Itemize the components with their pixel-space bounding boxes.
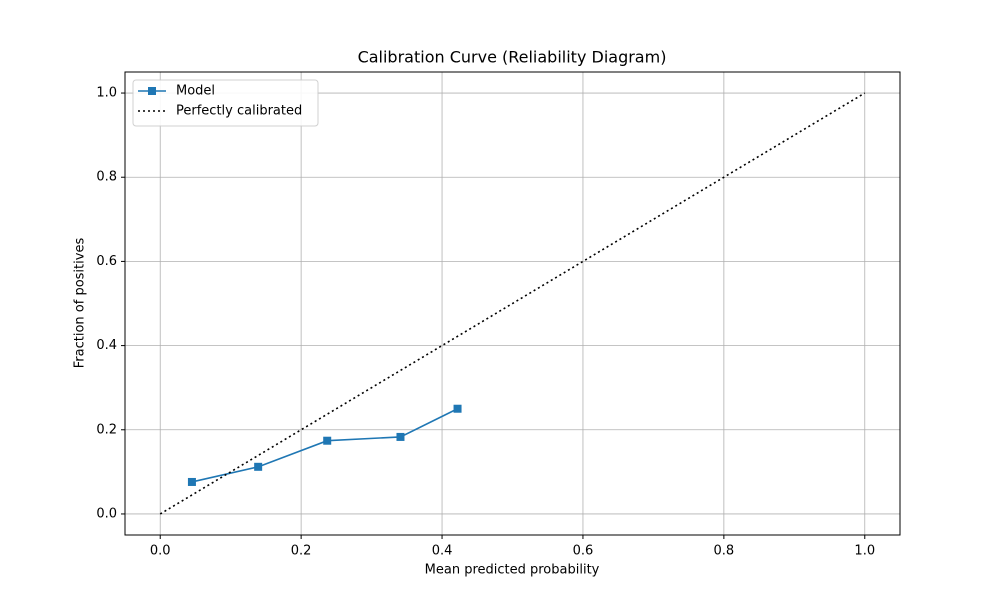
x-tick-label: 1.0 bbox=[854, 544, 875, 559]
x-tick-label: 0.2 bbox=[291, 544, 312, 559]
legend-box bbox=[132, 79, 319, 127]
y-tick-label: 0.2 bbox=[96, 422, 117, 437]
y-axis-label: Fraction of positives bbox=[73, 238, 88, 369]
x-axis-label: Mean predicted probability bbox=[425, 563, 600, 578]
series-line bbox=[159, 92, 866, 515]
legend-label: Model bbox=[176, 84, 215, 99]
y-tick-label: 0.0 bbox=[96, 506, 117, 521]
legend: Model Perfectly calibrated bbox=[132, 79, 319, 127]
data-point bbox=[453, 404, 462, 413]
y-tick-label: 0.4 bbox=[96, 338, 117, 353]
legend-marker bbox=[148, 87, 156, 95]
chart-title: Calibration Curve (Reliability Diagram) bbox=[358, 48, 667, 67]
plot-frame bbox=[124, 71, 901, 536]
y-tick-label: 0.8 bbox=[96, 170, 117, 185]
x-tick-label: 0.6 bbox=[573, 544, 594, 559]
data-point bbox=[187, 477, 196, 486]
legend-label: Perfectly calibrated bbox=[176, 104, 302, 119]
x-tick-label: 0.4 bbox=[432, 544, 453, 559]
data-point bbox=[323, 436, 332, 445]
y-tick-label: 0.6 bbox=[96, 254, 117, 269]
y-tick-label: 1.0 bbox=[96, 86, 117, 101]
data-point bbox=[254, 462, 263, 471]
x-tick-label: 0.8 bbox=[714, 544, 735, 559]
data-point bbox=[396, 432, 405, 441]
x-tick-label: 0.0 bbox=[150, 544, 171, 559]
